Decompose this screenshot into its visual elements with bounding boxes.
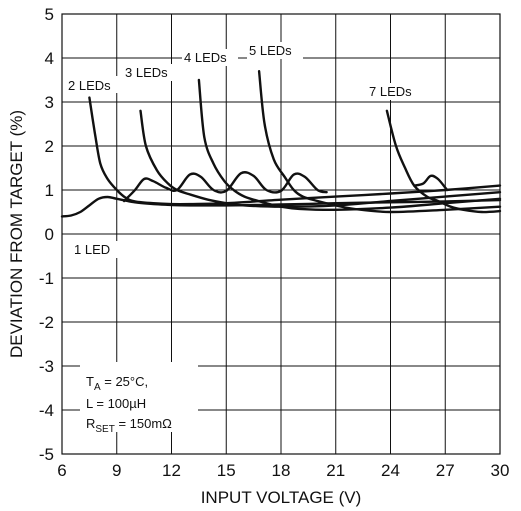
- x-tick-label: 6: [57, 461, 66, 480]
- x-tick-label: 12: [162, 461, 181, 480]
- x-tick-label: 24: [381, 461, 400, 480]
- y-tick-label: 3: [45, 93, 54, 112]
- label-4-leds: 4 LEDs: [184, 50, 227, 65]
- x-tick-label: 15: [217, 461, 236, 480]
- x-tick-label: 9: [112, 461, 121, 480]
- label-2-leds: 2 LEDs: [68, 78, 111, 93]
- condition-l: L = 100µH: [86, 396, 146, 411]
- x-tick-label: 18: [272, 461, 291, 480]
- label-bg-2: [67, 76, 119, 93]
- y-tick-label: 5: [45, 5, 54, 24]
- condition-rset: RSET = 150mΩ: [86, 416, 172, 435]
- label-7-leds: 7 LEDs: [369, 84, 412, 99]
- label-5-leds: 5 LEDs: [249, 43, 292, 58]
- y-tick-label: 4: [45, 49, 54, 68]
- x-tick-label: 27: [436, 461, 455, 480]
- y-tick-label: 0: [45, 225, 54, 244]
- label-3-leds: 3 LEDs: [125, 65, 168, 80]
- ripple-line-3-leds: [122, 171, 328, 203]
- label-bg-7: [366, 83, 424, 100]
- label-bg-5: [247, 42, 303, 59]
- x-tick-label: 30: [491, 461, 510, 480]
- label-bg-4: [182, 49, 238, 66]
- y-tick-label: 1: [45, 181, 54, 200]
- label-bg-1: [72, 241, 120, 258]
- series-line-3-leds: [139, 109, 502, 208]
- series-group: [60, 70, 502, 218]
- label-bg-3: [123, 64, 179, 81]
- series-line-4-leds: [197, 78, 502, 212]
- y-tick-label: -4: [39, 401, 54, 420]
- y-tick-label: -5: [39, 445, 54, 464]
- ripple-line-7-leds: [413, 174, 449, 192]
- y-axis-label: DEVIATION FROM TARGET (%): [7, 110, 26, 358]
- curve-labels: 2 LEDs 3 LEDs 4 LEDs 5 LEDs 7 LEDs 1 LED: [67, 42, 424, 258]
- y-tick-label: 2: [45, 137, 54, 156]
- x-tick-label: 21: [326, 461, 345, 480]
- y-tick-label: -2: [39, 313, 54, 332]
- condition-ta: TA = 25°C,: [86, 374, 148, 393]
- series-line-7-leds: [385, 109, 502, 214]
- label-1-led: 1 LED: [74, 242, 110, 257]
- y-tick-label: -1: [39, 269, 54, 288]
- x-axis-label: INPUT VOLTAGE (V): [201, 488, 362, 507]
- series-line-2-leds: [88, 96, 502, 206]
- series-line-5-leds: [257, 70, 502, 214]
- conditions-box: TA = 25°C, L = 100µH RSET = 150mΩ: [80, 362, 198, 435]
- y-tick-label: -3: [39, 357, 54, 376]
